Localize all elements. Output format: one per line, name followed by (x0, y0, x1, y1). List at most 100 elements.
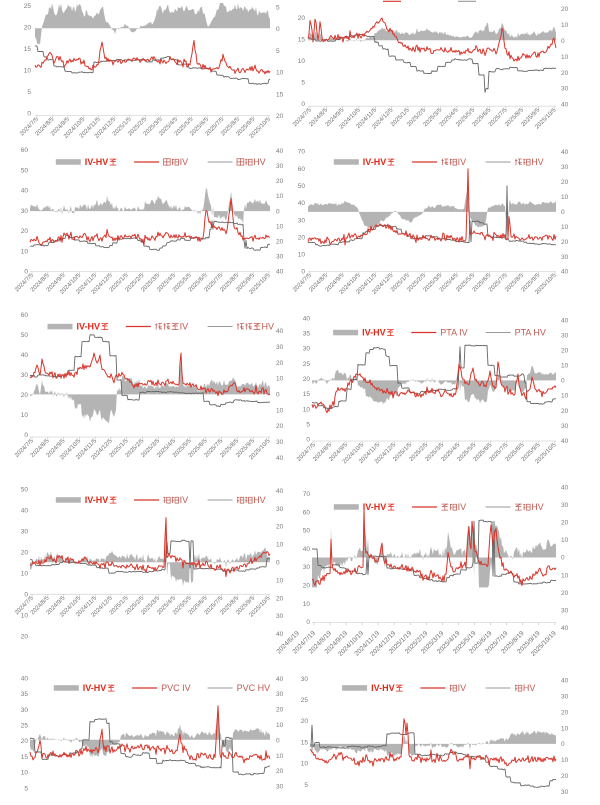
svg-text:20: 20 (24, 25, 32, 32)
svg-text:PVC IV: PVC IV (161, 683, 191, 693)
svg-text:0: 0 (276, 208, 280, 215)
svg-text:20: 20 (301, 718, 309, 725)
svg-text:15: 15 (301, 739, 309, 746)
svg-text:IV: IV (458, 683, 467, 693)
svg-text:30: 30 (21, 208, 29, 215)
svg-text:IV: IV (180, 157, 189, 167)
svg-text:30: 30 (561, 789, 569, 796)
svg-text:40: 40 (303, 546, 311, 553)
svg-text:10: 10 (276, 193, 284, 200)
svg-text:0: 0 (24, 269, 28, 276)
svg-text:10: 10 (276, 376, 284, 383)
svg-text:20: 20 (276, 524, 284, 531)
svg-text:20: 20 (561, 408, 569, 415)
svg-text:40: 40 (561, 149, 569, 156)
svg-text:10: 10 (276, 753, 284, 760)
svg-text:IV-HV: IV-HV (363, 157, 387, 167)
svg-text:20: 20 (276, 707, 284, 714)
svg-text:10: 10 (24, 68, 32, 75)
svg-text:70: 70 (298, 149, 306, 156)
svg-text:40: 40 (561, 678, 569, 685)
svg-text:30: 30 (276, 784, 284, 791)
svg-text:20: 20 (21, 392, 29, 399)
svg-text:30: 30 (561, 608, 569, 615)
svg-text:30: 30 (21, 529, 29, 536)
svg-text:HV: HV (531, 157, 544, 167)
svg-text:40: 40 (561, 625, 569, 632)
svg-text:0: 0 (561, 378, 565, 385)
svg-text:30: 30 (301, 676, 309, 683)
svg-text:10: 10 (21, 248, 29, 255)
svg-text:IV-HV: IV-HV (83, 683, 107, 693)
svg-text:40: 40 (21, 352, 29, 359)
svg-text:5: 5 (276, 48, 280, 55)
svg-text:25: 25 (21, 723, 29, 730)
svg-text:0: 0 (276, 737, 280, 744)
svg-text:0: 0 (276, 560, 280, 567)
svg-text:10: 10 (298, 252, 306, 259)
svg-text:0: 0 (24, 592, 28, 599)
svg-text:0: 0 (561, 741, 565, 748)
svg-text:40: 40 (276, 631, 284, 638)
svg-text:50: 50 (298, 183, 306, 190)
svg-text:60: 60 (298, 166, 306, 173)
svg-text:IV-HV: IV-HV (371, 683, 395, 693)
svg-text:30: 30 (561, 86, 569, 93)
svg-text:30: 30 (21, 707, 29, 714)
svg-text:20: 20 (298, 234, 306, 241)
svg-text:30: 30 (561, 333, 569, 340)
svg-text:20: 20 (298, 15, 306, 22)
svg-text:10: 10 (561, 363, 569, 370)
svg-text:IV-HV: IV-HV (85, 495, 109, 505)
svg-text:20: 20 (561, 239, 569, 246)
svg-text:IV: IV (180, 322, 189, 332)
svg-text:20: 20 (561, 70, 569, 77)
svg-text:20: 20 (21, 738, 29, 745)
svg-text:5: 5 (304, 782, 308, 789)
svg-text:40: 40 (561, 317, 569, 324)
svg-text:0: 0 (24, 432, 28, 439)
svg-text:10: 10 (561, 393, 569, 400)
svg-text:20: 20 (276, 360, 284, 367)
svg-text:35: 35 (21, 691, 29, 698)
svg-text:PTA IV: PTA IV (440, 328, 467, 338)
svg-text:15: 15 (276, 91, 284, 98)
svg-text:20: 20 (561, 348, 569, 355)
svg-text:25: 25 (24, 3, 32, 10)
svg-text:30: 30 (561, 694, 569, 701)
svg-text:10: 10 (561, 22, 569, 29)
svg-text:20: 20 (276, 423, 284, 430)
svg-text:30: 30 (276, 506, 284, 513)
svg-text:10: 10 (21, 613, 29, 620)
svg-text:5: 5 (301, 80, 305, 87)
svg-text:IV: IV (458, 502, 467, 512)
svg-text:40: 40 (276, 269, 284, 276)
svg-text:20: 20 (561, 520, 569, 527)
svg-text:40: 40 (561, 269, 569, 276)
svg-text:IV-HV: IV-HV (363, 502, 387, 512)
svg-text:30: 30 (303, 346, 311, 353)
svg-text:40: 40 (276, 488, 284, 495)
svg-text:40: 40 (276, 676, 284, 683)
svg-text:10: 10 (276, 70, 284, 77)
svg-text:10: 10 (21, 412, 29, 419)
svg-text:0: 0 (561, 38, 565, 45)
svg-text:IV: IV (180, 495, 189, 505)
svg-text:0: 0 (276, 392, 280, 399)
svg-text:5: 5 (276, 5, 280, 12)
svg-text:HV: HV (253, 157, 266, 167)
svg-text:10: 10 (21, 571, 29, 578)
svg-text:HV: HV (253, 495, 266, 505)
svg-text:40: 40 (21, 188, 29, 195)
svg-text:IV-HV: IV-HV (77, 322, 101, 332)
svg-text:25: 25 (303, 361, 311, 368)
svg-text:30: 30 (276, 163, 284, 170)
svg-text:50: 50 (21, 332, 29, 339)
svg-text:10: 10 (561, 194, 569, 201)
svg-text:10: 10 (276, 542, 284, 549)
svg-text:50: 50 (21, 487, 29, 494)
svg-text:20: 20 (276, 595, 284, 602)
svg-text:10: 10 (303, 406, 311, 413)
svg-text:0: 0 (306, 437, 310, 444)
svg-text:15: 15 (21, 754, 29, 761)
